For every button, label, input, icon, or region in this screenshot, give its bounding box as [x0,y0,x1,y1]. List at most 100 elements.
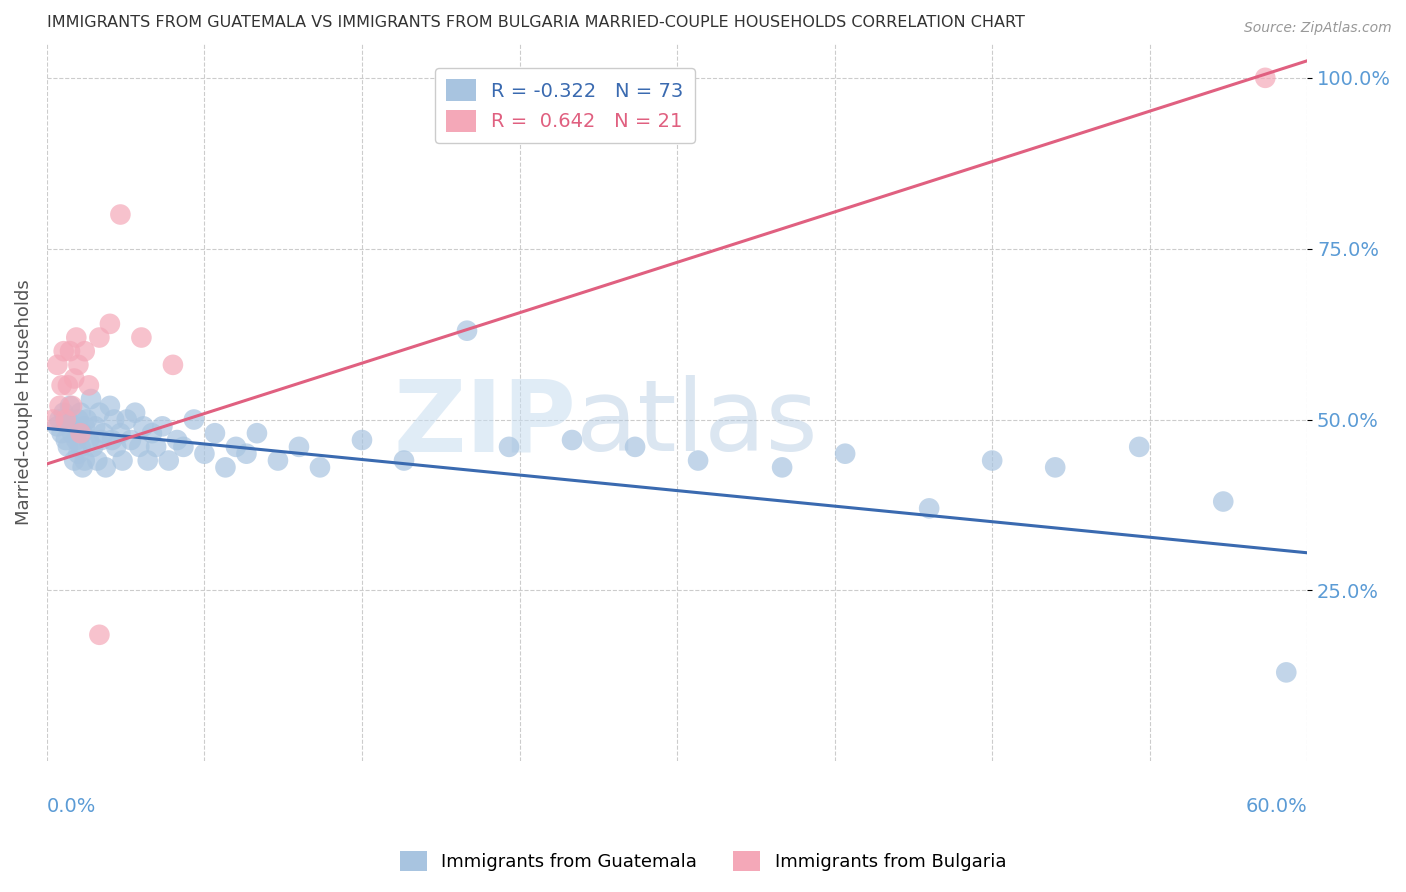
Legend: Immigrants from Guatemala, Immigrants from Bulgaria: Immigrants from Guatemala, Immigrants fr… [392,844,1014,879]
Point [981,453,1004,467]
Text: atlas: atlas [576,376,818,473]
Point [90,433,112,447]
Point [48,412,70,426]
Point [834,447,856,461]
Point [76,412,98,426]
Point [111,453,134,467]
Point [132,419,155,434]
Point [120,433,142,447]
Point [1254,70,1277,85]
Point [72,426,94,441]
Point [69,426,91,441]
Point [105,440,128,454]
Point [69,406,91,420]
Point [110,207,132,221]
Point [110,426,132,441]
Point [1043,460,1066,475]
Point [498,440,520,454]
Point [55,412,77,426]
Legend: R = -0.322   N = 73, R =  0.642   N = 21: R = -0.322 N = 73, R = 0.642 N = 21 [434,68,695,144]
Point [59,399,82,413]
Point [46,419,69,434]
Point [93,426,115,441]
Point [115,412,138,426]
Point [288,440,311,454]
Point [77,433,100,447]
Point [55,433,77,447]
Text: IMMIGRANTS FROM GUATEMALA VS IMMIGRANTS FROM BULGARIA MARRIED-COUPLE HOUSEHOLDS : IMMIGRANTS FROM GUATEMALA VS IMMIGRANTS … [46,15,1025,30]
Point [84,419,107,434]
Point [63,419,86,434]
Point [162,358,184,372]
Point [561,433,583,447]
Point [63,371,86,385]
Point [42,412,65,426]
Point [56,440,79,454]
Point [59,344,82,359]
Point [73,453,96,467]
Point [67,447,90,461]
Point [1275,665,1298,680]
Point [309,460,332,475]
Point [103,412,125,426]
Point [193,447,215,461]
Point [101,433,124,447]
Point [73,419,96,434]
Point [392,453,415,467]
Point [267,453,290,467]
Y-axis label: Married-couple Households: Married-couple Households [15,279,32,525]
Point [51,426,73,441]
Text: 60.0%: 60.0% [1246,797,1308,816]
Point [214,460,236,475]
Point [56,378,79,392]
Point [98,317,121,331]
Point [1128,440,1150,454]
Point [204,426,226,441]
Point [166,433,188,447]
Point [89,628,111,642]
Point [69,440,91,454]
Point [65,330,87,344]
Text: ZIP: ZIP [394,376,576,473]
Point [80,392,103,406]
Text: 0.0%: 0.0% [46,797,96,816]
Point [72,460,94,475]
Point [56,412,79,426]
Point [145,440,167,454]
Point [73,344,96,359]
Point [67,358,90,372]
Point [51,378,73,392]
Point [63,453,86,467]
Point [131,330,153,344]
Point [350,433,373,447]
Point [65,433,87,447]
Point [246,426,269,441]
Point [82,440,104,454]
Point [456,324,478,338]
Point [157,453,180,467]
Point [688,453,710,467]
Point [1212,494,1234,508]
Point [89,330,111,344]
Point [918,501,941,516]
Point [67,412,90,426]
Point [89,406,111,420]
Text: Source: ZipAtlas.com: Source: ZipAtlas.com [1244,21,1392,35]
Point [60,399,83,413]
Point [94,460,117,475]
Point [136,453,159,467]
Point [235,447,257,461]
Point [86,453,108,467]
Point [124,406,146,420]
Point [183,412,205,426]
Point [172,440,194,454]
Point [141,426,163,441]
Point [48,399,70,413]
Point [770,460,793,475]
Point [52,344,75,359]
Point [624,440,647,454]
Point [152,419,174,434]
Point [46,358,69,372]
Point [60,426,83,441]
Point [77,378,100,392]
